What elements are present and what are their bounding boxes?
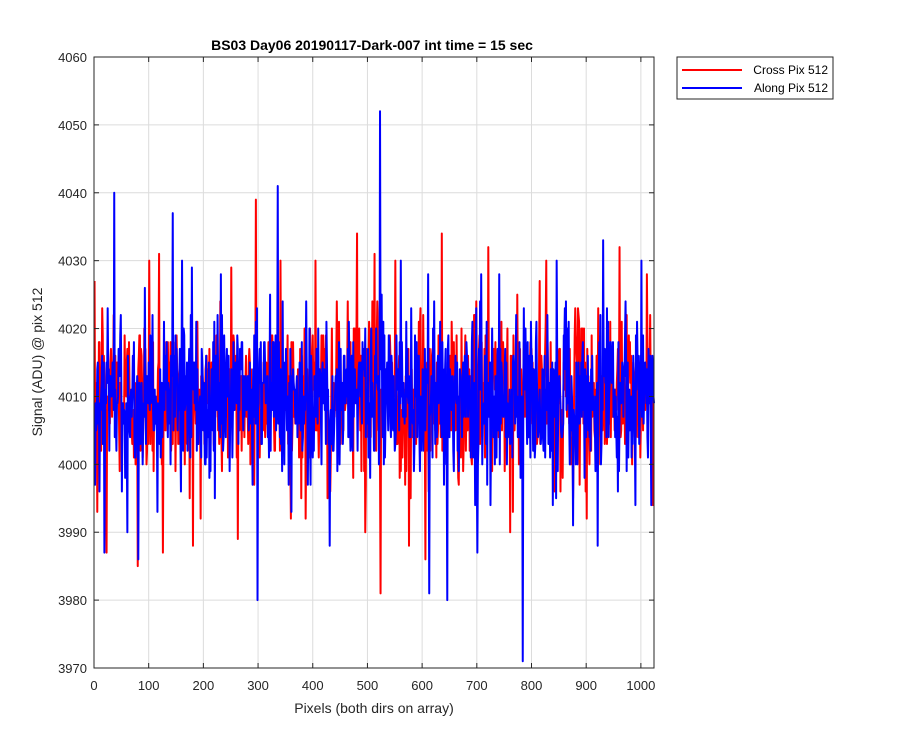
series-group (93, 110, 655, 663)
x-axis: 0 100 200 300 400 500 600 700 800 900 1000 (90, 57, 655, 693)
y-axis-label: Signal (ADU) @ pix 512 (29, 287, 45, 436)
x-axis-label: Pixels (both dirs on array) (294, 700, 454, 716)
legend-box (676, 56, 834, 100)
legend-label-cross: Cross Pix 512 (753, 63, 828, 77)
y-tick-label: 3990 (58, 525, 87, 540)
y-axis: 3970 3980 3990 4000 4010 4020 4030 4040 4050 4060 (58, 50, 654, 676)
x-tick-label: 1000 (626, 678, 655, 693)
chart-title: BS03 Day06 20190117-Dark-007 int time = … (211, 37, 533, 53)
y-tick-label: 4030 (58, 254, 87, 269)
x-tick-label: 700 (466, 678, 488, 693)
y-tick-label: 4000 (58, 457, 87, 472)
y-tick-label: 4060 (58, 50, 87, 65)
x-tick-label: 900 (575, 678, 597, 693)
series-line-along (93, 110, 655, 663)
x-tick-label: 600 (411, 678, 433, 693)
x-tick-label: 200 (193, 678, 215, 693)
x-tick-label: 0 (90, 678, 97, 693)
legend-label-along: Along Pix 512 (754, 81, 828, 95)
y-tick-label: 4020 (58, 322, 87, 337)
x-tick-label: 400 (302, 678, 324, 693)
y-tick-label: 4040 (58, 186, 87, 201)
x-tick-label: 300 (247, 678, 269, 693)
x-tick-label: 100 (138, 678, 160, 693)
legend: Cross Pix 512 Along Pix 512 (676, 56, 834, 100)
y-tick-label: 4050 (58, 118, 87, 133)
plot-frame (93, 56, 655, 669)
x-tick-label: 800 (521, 678, 543, 693)
x-tick-label: 500 (357, 678, 379, 693)
y-tick-label: 3980 (58, 593, 87, 608)
y-tick-label: 3970 (58, 661, 87, 676)
y-tick-label: 4010 (58, 389, 87, 404)
